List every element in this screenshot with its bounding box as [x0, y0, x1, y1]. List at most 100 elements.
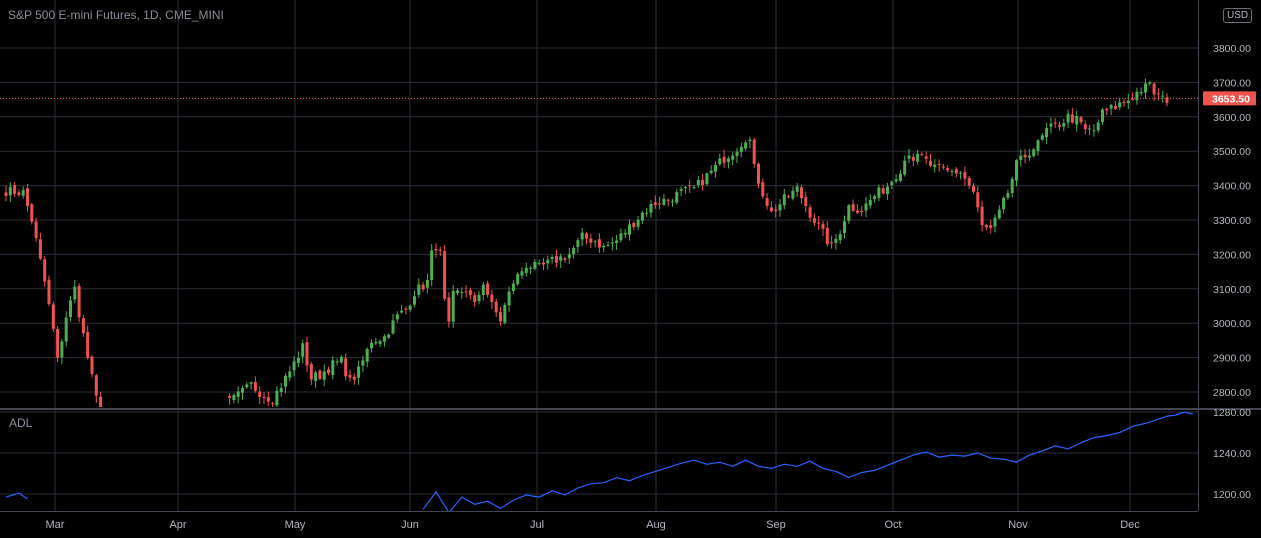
candle-body	[464, 291, 468, 293]
candle-body	[795, 186, 799, 192]
candle-body	[597, 239, 601, 248]
candle-body	[868, 199, 872, 206]
candle-body	[335, 361, 339, 363]
candle-body	[894, 179, 898, 182]
candle-body	[1040, 135, 1044, 140]
candle-body	[675, 191, 679, 203]
candle-body	[559, 256, 563, 261]
adl-line	[422, 411, 1193, 511]
candle-body	[86, 332, 90, 358]
candle-body	[873, 196, 877, 200]
price-tick-label: 3100.00	[1213, 284, 1251, 296]
candle-body	[752, 139, 756, 164]
candle-body	[318, 370, 322, 379]
candle-body	[339, 356, 343, 363]
candle-body	[430, 250, 434, 280]
price-tick-label: 3500.00	[1213, 146, 1251, 158]
candle-body	[576, 240, 580, 247]
candle-body	[1101, 109, 1104, 122]
candle-body	[374, 342, 378, 344]
candle-body	[1019, 155, 1023, 160]
time-tick-label: Jun	[401, 519, 419, 531]
candle-body	[542, 262, 545, 265]
candle-body	[563, 258, 567, 260]
candle-body	[245, 384, 249, 388]
candle-body	[1113, 105, 1117, 109]
candle-body	[1122, 101, 1126, 103]
candle-body	[400, 310, 404, 313]
candle-body	[898, 173, 902, 181]
candle-body	[1066, 113, 1070, 123]
price-tick-label: 3700.00	[1213, 77, 1251, 89]
candle-body	[933, 164, 937, 168]
candle-body	[864, 203, 868, 211]
candle-body	[404, 308, 408, 310]
candle-body	[843, 221, 846, 234]
time-tick-label: Apr	[169, 519, 186, 531]
candle-body	[408, 305, 412, 310]
candle-body	[271, 403, 275, 405]
candle-body	[352, 376, 356, 380]
candle-body	[503, 304, 507, 323]
candle-body	[967, 177, 971, 186]
candle-body	[825, 227, 829, 245]
candle-body	[1096, 122, 1100, 131]
candle-body	[516, 273, 520, 285]
adl-tick-label: 1280.00	[1213, 407, 1251, 419]
candle-body	[56, 328, 60, 358]
candle-body	[1131, 98, 1135, 100]
candle-body	[997, 209, 1001, 219]
candle-body	[253, 382, 257, 391]
candle-body	[671, 201, 674, 203]
candle-body	[774, 209, 778, 212]
candle-body	[17, 192, 21, 196]
candle-body	[632, 222, 636, 228]
candle-body	[980, 206, 984, 226]
candle-body	[954, 169, 958, 174]
candle-body	[284, 375, 287, 387]
candle-body	[1092, 130, 1096, 132]
time-tick-label: Nov	[1008, 519, 1028, 531]
candle-body	[1023, 154, 1027, 158]
candle-body	[13, 185, 17, 194]
candle-body	[946, 168, 950, 171]
candle-body	[714, 164, 717, 172]
candle-body	[1161, 95, 1165, 97]
candle-body	[984, 225, 988, 228]
candle-body	[903, 160, 907, 175]
candle-body	[425, 279, 429, 288]
candle-body	[473, 295, 477, 303]
time-tick-label: Jul	[530, 519, 544, 531]
candle-body	[993, 217, 997, 227]
candle-body	[4, 192, 8, 196]
candle-body	[26, 188, 29, 206]
candle-body	[1070, 114, 1074, 123]
candle-body	[94, 375, 98, 396]
candle-body	[804, 197, 808, 206]
candle-body	[69, 300, 72, 318]
candle-body	[382, 336, 386, 342]
candle-body	[1045, 128, 1049, 138]
candle-body	[34, 221, 38, 239]
candle-body	[567, 254, 571, 259]
candle-body	[38, 239, 42, 259]
candle-body	[331, 360, 335, 375]
candle-body	[1062, 122, 1066, 127]
candle-body	[361, 360, 365, 366]
candle-body	[499, 311, 502, 322]
candle-body	[666, 199, 670, 201]
candle-body	[636, 219, 640, 227]
candle-body	[881, 188, 885, 194]
candle-body	[834, 238, 838, 243]
candle-body	[438, 249, 442, 251]
currency-button[interactable]: USD	[1223, 8, 1253, 23]
candle-body	[679, 189, 683, 191]
candle-body	[537, 263, 541, 265]
candle-body	[640, 212, 644, 221]
candle-body	[769, 207, 773, 212]
candle-body	[610, 242, 614, 244]
candle-body	[262, 396, 266, 399]
chart-grid	[0, 0, 1261, 512]
candle-body	[1036, 140, 1040, 152]
